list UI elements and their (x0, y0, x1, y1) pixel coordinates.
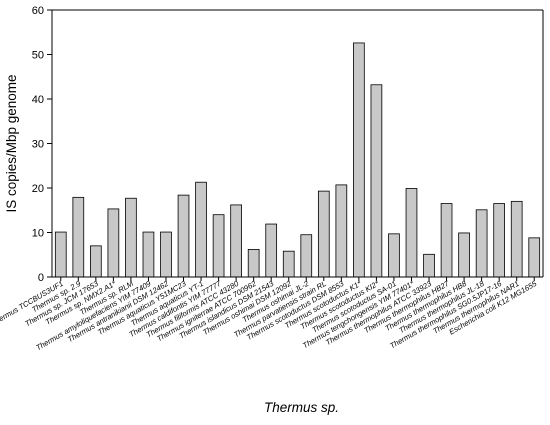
bar (528, 237, 541, 278)
bar (247, 249, 260, 278)
bar (405, 188, 418, 278)
y-tick-label: 60 (32, 5, 44, 17)
bar (370, 84, 383, 278)
bar (440, 203, 453, 278)
y-ticks-group: 0 10 20 30 40 50 60 (32, 5, 52, 284)
bar (458, 232, 470, 278)
y-tick-label: 40 (32, 94, 44, 106)
bar (510, 200, 523, 278)
bar (212, 214, 225, 278)
bar (230, 204, 242, 278)
bar (160, 231, 172, 278)
bars-group (54, 42, 541, 278)
y-tick-label: 10 (32, 228, 44, 240)
bar (300, 234, 313, 278)
bar (317, 190, 330, 278)
y-tick-label: 0 (38, 272, 44, 284)
bar (54, 231, 67, 278)
x-axis-title: Thermus sp. (264, 400, 339, 415)
y-tick-label: 20 (32, 183, 44, 195)
y-tick-label: 50 (32, 50, 44, 62)
bar (195, 181, 207, 278)
bar (72, 196, 85, 278)
bar (493, 203, 505, 278)
y-axis-title: IS copies/Mbp genome (4, 74, 19, 212)
bar (423, 253, 435, 278)
bar (107, 208, 120, 278)
bar (335, 184, 348, 278)
y-tick-label: 30 (32, 139, 44, 151)
bar (353, 42, 365, 278)
bar (265, 223, 278, 278)
bar (142, 231, 155, 278)
bar (90, 245, 102, 278)
bar (388, 233, 400, 278)
bar (475, 209, 488, 278)
bar (282, 250, 295, 278)
bar (125, 197, 137, 278)
bar (177, 194, 190, 278)
